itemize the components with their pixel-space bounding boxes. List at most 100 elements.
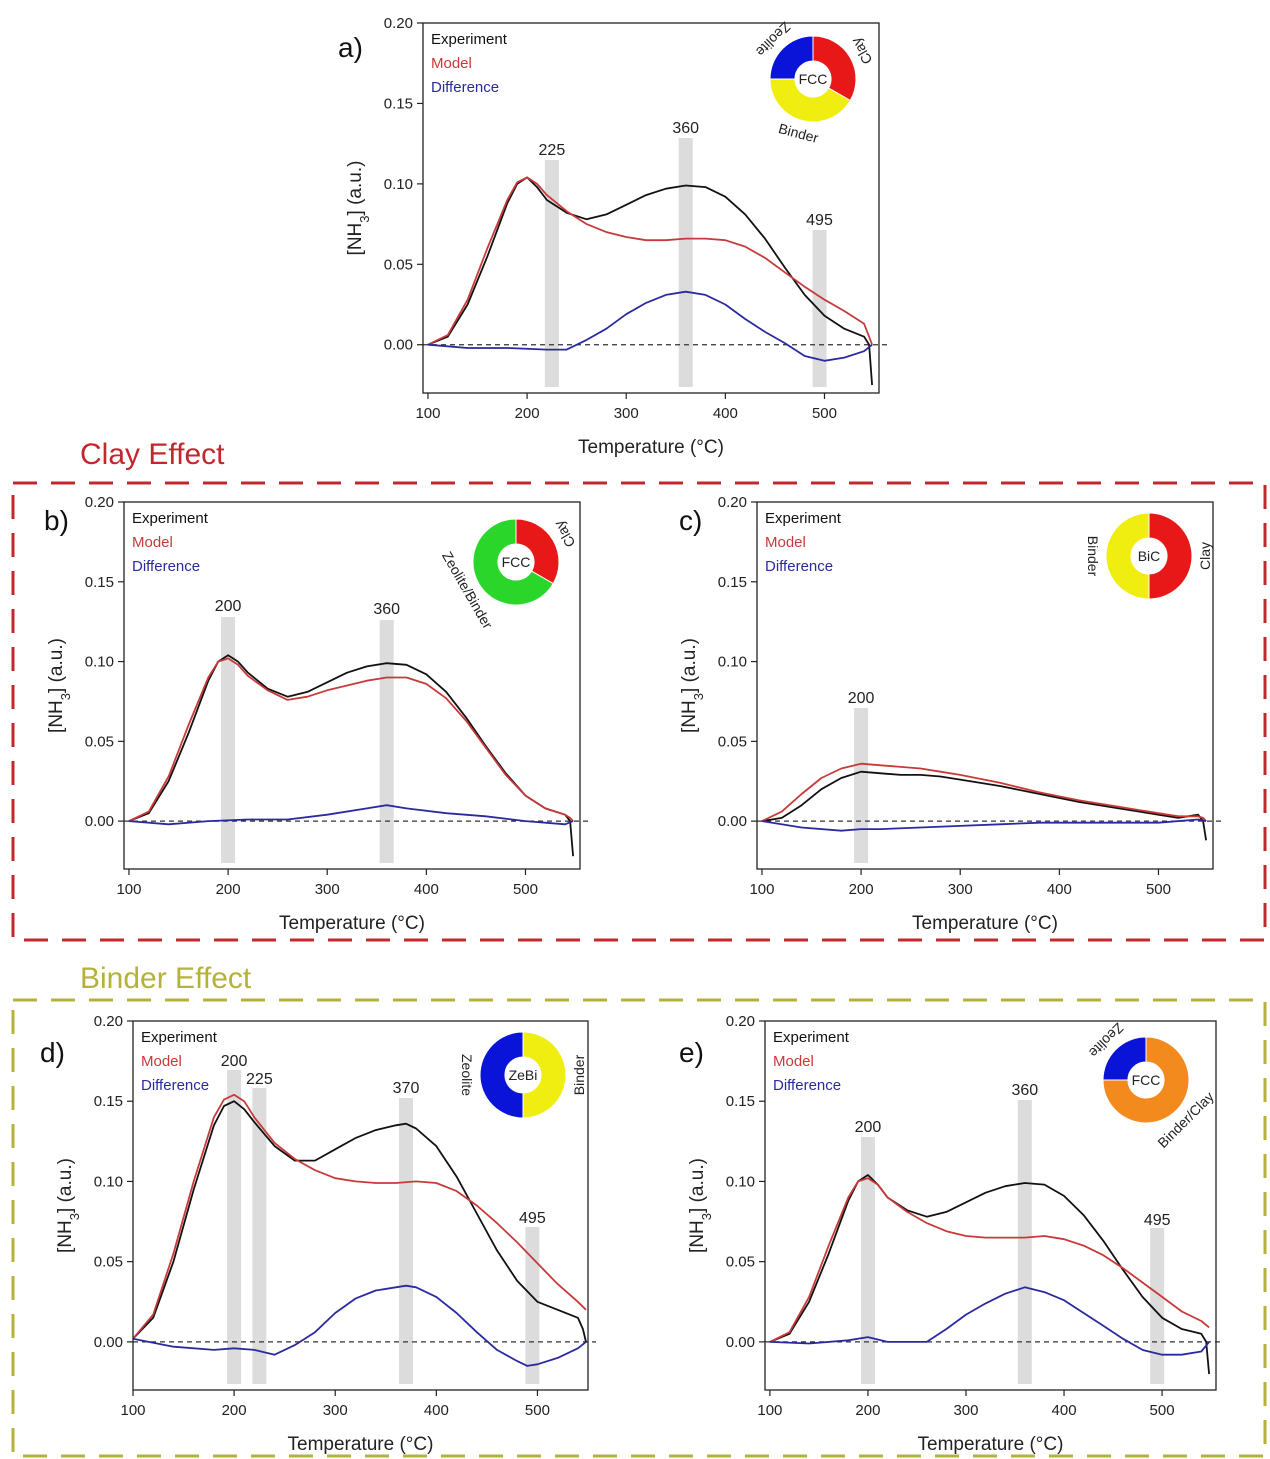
legend-entry-model: Model — [773, 1053, 814, 1070]
y-tick-label: 0.10 — [718, 654, 747, 671]
donut-segment-label: Zeolite — [459, 1054, 475, 1096]
chart-panel-e: 200 360 495 100 200 300 400 500 0.00 0.05 0.10 0.15… — [679, 1013, 1224, 1455]
y-tick-label: 0.15 — [85, 574, 114, 591]
x-tick-label: 100 — [120, 1402, 145, 1419]
series-line-experiment — [761, 770, 1207, 841]
donut-segment-label: Binder — [777, 120, 821, 146]
legend-entry-experiment: Experiment — [431, 31, 508, 48]
y-tick-label: 0.15 — [384, 95, 413, 112]
composition-donut: BiC Binder Clay — [1085, 512, 1213, 600]
y-tick-label: 0.00 — [726, 1334, 755, 1351]
x-tick-label: 100 — [415, 405, 440, 422]
composition-donut: ZeBi Zeolite Binder — [459, 1031, 587, 1119]
donut-hole — [497, 543, 535, 581]
peak-band — [854, 708, 869, 863]
x-tick-label: 500 — [1150, 1402, 1175, 1419]
x-tick-label: 400 — [424, 1402, 449, 1419]
x-tick-label: 200 — [849, 881, 874, 898]
donut-segment-label: Binder — [1085, 536, 1101, 577]
x-tick-label: 200 — [222, 1402, 247, 1419]
legend-entry-difference: Difference — [431, 79, 499, 96]
x-tick-label: 200 — [515, 405, 540, 422]
y-tick-label: 0.10 — [85, 654, 114, 671]
series-line-experiment — [769, 1174, 1210, 1375]
x-tick-label: 500 — [1146, 881, 1171, 898]
x-tick-label: 300 — [315, 881, 340, 898]
y-tick-label: 0.15 — [94, 1093, 123, 1110]
plot-frame — [422, 22, 880, 394]
y-tick-label: 0.00 — [384, 337, 413, 354]
legend-entry-model: Model — [132, 534, 173, 551]
peak-label: 360 — [373, 601, 400, 618]
donut-center-label: ZeBi — [509, 1067, 538, 1083]
peak-band — [1150, 1228, 1165, 1384]
donut-segment — [479, 1031, 524, 1119]
peak-band — [544, 160, 559, 387]
peak-band — [812, 230, 827, 387]
donut-hole — [1130, 537, 1168, 575]
series-line-model — [132, 1093, 587, 1340]
peak-label: 495 — [806, 212, 833, 229]
peak-label: 200 — [848, 690, 875, 707]
peak-band — [252, 1088, 267, 1384]
y-axis-label: [NH3] (a.u.) — [679, 638, 706, 733]
x-axis-label: Temperature (°C) — [578, 437, 724, 458]
section-title-clay-effect: Clay Effect — [80, 438, 225, 471]
plot-frame — [764, 1020, 1217, 1391]
panel-label: a) — [338, 32, 363, 63]
series-line-model — [761, 762, 1207, 822]
series-line-difference — [761, 818, 1207, 832]
peak-label: 370 — [393, 1080, 420, 1097]
donut-hole — [1127, 1061, 1165, 1099]
series-line-model — [769, 1177, 1210, 1343]
y-tick-label: 0.05 — [94, 1254, 123, 1271]
series-line-difference — [769, 1286, 1210, 1356]
binder-effect-frame — [11, 998, 1267, 1458]
y-tick-label: 0.05 — [384, 256, 413, 273]
peak-label: 360 — [1011, 1082, 1038, 1099]
legend-entry-experiment: Experiment — [141, 1029, 218, 1046]
legend-entry-model: Model — [431, 55, 472, 72]
legend-entry-experiment: Experiment — [765, 510, 842, 527]
peak-label: 495 — [1144, 1212, 1171, 1229]
x-axis-label: Temperature (°C) — [288, 1434, 434, 1455]
donut-segment-label: Clay — [1197, 542, 1213, 570]
x-tick-label: 300 — [323, 1402, 348, 1419]
x-tick-label: 200 — [855, 1402, 880, 1419]
donut-center-label: BiC — [1138, 548, 1161, 564]
y-tick-label: 0.20 — [384, 15, 413, 32]
y-tick-label: 0.10 — [384, 176, 413, 193]
peak-band — [227, 1070, 242, 1384]
y-tick-label: 0.20 — [726, 1013, 755, 1030]
x-tick-label: 300 — [953, 1402, 978, 1419]
panel-label: d) — [40, 1037, 65, 1068]
y-tick-label: 0.05 — [718, 733, 747, 750]
y-tick-label: 0.05 — [726, 1254, 755, 1271]
peak-band — [860, 1137, 875, 1384]
panel-label: c) — [679, 505, 702, 536]
panel-label: e) — [679, 1037, 704, 1068]
x-tick-label: 200 — [216, 881, 241, 898]
y-tick-label: 0.20 — [85, 494, 114, 511]
section-title-binder-effect: Binder Effect — [80, 962, 252, 995]
peak-label: 225 — [246, 1071, 273, 1088]
x-axis-label: Temperature (°C) — [918, 1434, 1064, 1455]
donut-segment-label: Binder — [571, 1054, 587, 1095]
panel-label: b) — [44, 505, 69, 536]
y-tick-label: 0.20 — [718, 494, 747, 511]
x-tick-label: 400 — [1052, 1402, 1077, 1419]
x-tick-label: 300 — [614, 405, 639, 422]
y-tick-label: 0.05 — [85, 733, 114, 750]
series-line-model — [128, 657, 574, 822]
series-line-difference — [427, 290, 873, 362]
legend-entry-difference: Difference — [132, 558, 200, 575]
peak-label: 360 — [672, 120, 699, 137]
legend-entry-difference: Difference — [141, 1077, 209, 1094]
legend-entry-experiment: Experiment — [773, 1029, 850, 1046]
peak-label: 200 — [855, 1119, 882, 1136]
chart-panel-b: 200 360 100 200 300 400 500 0.00 0.05 0.10 0.15 0.2… — [44, 494, 588, 934]
